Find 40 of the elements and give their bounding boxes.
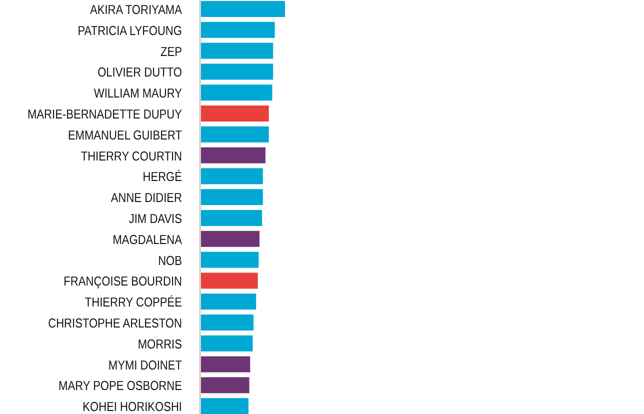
bar: [201, 22, 275, 38]
y-tick-label: JIM DAVIS: [128, 211, 182, 226]
y-tick-label: MORRIS: [138, 336, 182, 352]
bar: [201, 106, 269, 122]
bar: [201, 64, 274, 80]
y-tick-label: OLIVIER DUTTO: [98, 64, 182, 80]
y-tick-label: AKIRA TORIYAMA: [90, 2, 183, 18]
bar: [201, 314, 254, 330]
bar: [201, 126, 269, 142]
bar: [201, 398, 248, 414]
y-tick-label: CHRISTOPHE ARLESTON: [48, 316, 182, 331]
y-tick-label: ANNE DIDIER: [110, 190, 182, 206]
y-tick-label: THIERRY COPPÉE: [84, 294, 182, 310]
y-tick-label: THIERRY COURTIN: [80, 148, 182, 164]
bar: [201, 1, 285, 17]
y-tick-label: EMMANUEL GUIBERT: [68, 128, 183, 143]
y-tick-label: MYMI DOINET: [108, 357, 183, 373]
y-tick-label: KOHEI HORIKOSHI: [82, 399, 182, 414]
y-tick-label: MAGDALENA: [112, 232, 183, 248]
bar: [201, 147, 266, 164]
y-tick-label: HERGÉ: [142, 169, 182, 184]
bar: [201, 210, 262, 226]
bar: [201, 356, 250, 372]
y-tick-label: MARY POPE OSBORNE: [58, 378, 182, 394]
bar: [201, 377, 250, 394]
bar: [201, 84, 272, 101]
bar: [201, 230, 260, 247]
bar: [201, 168, 263, 184]
y-tick-label: PATRICIA LYFOUNG: [78, 23, 182, 38]
bar: [201, 252, 259, 268]
bar: [201, 189, 263, 206]
y-tick-label: ZEP: [160, 44, 182, 60]
bar: [201, 272, 258, 289]
y-tick-label: FRANÇOISE BOURDIN: [64, 274, 182, 289]
y-tick-label: NOB: [158, 252, 182, 268]
y-tick-label: MARIE-BERNADETTE DUPUY: [27, 106, 182, 122]
y-tick-label: WILLIAM MAURY: [94, 86, 182, 101]
bar: [201, 335, 253, 352]
bar: [201, 294, 256, 310]
bar: [201, 42, 274, 59]
